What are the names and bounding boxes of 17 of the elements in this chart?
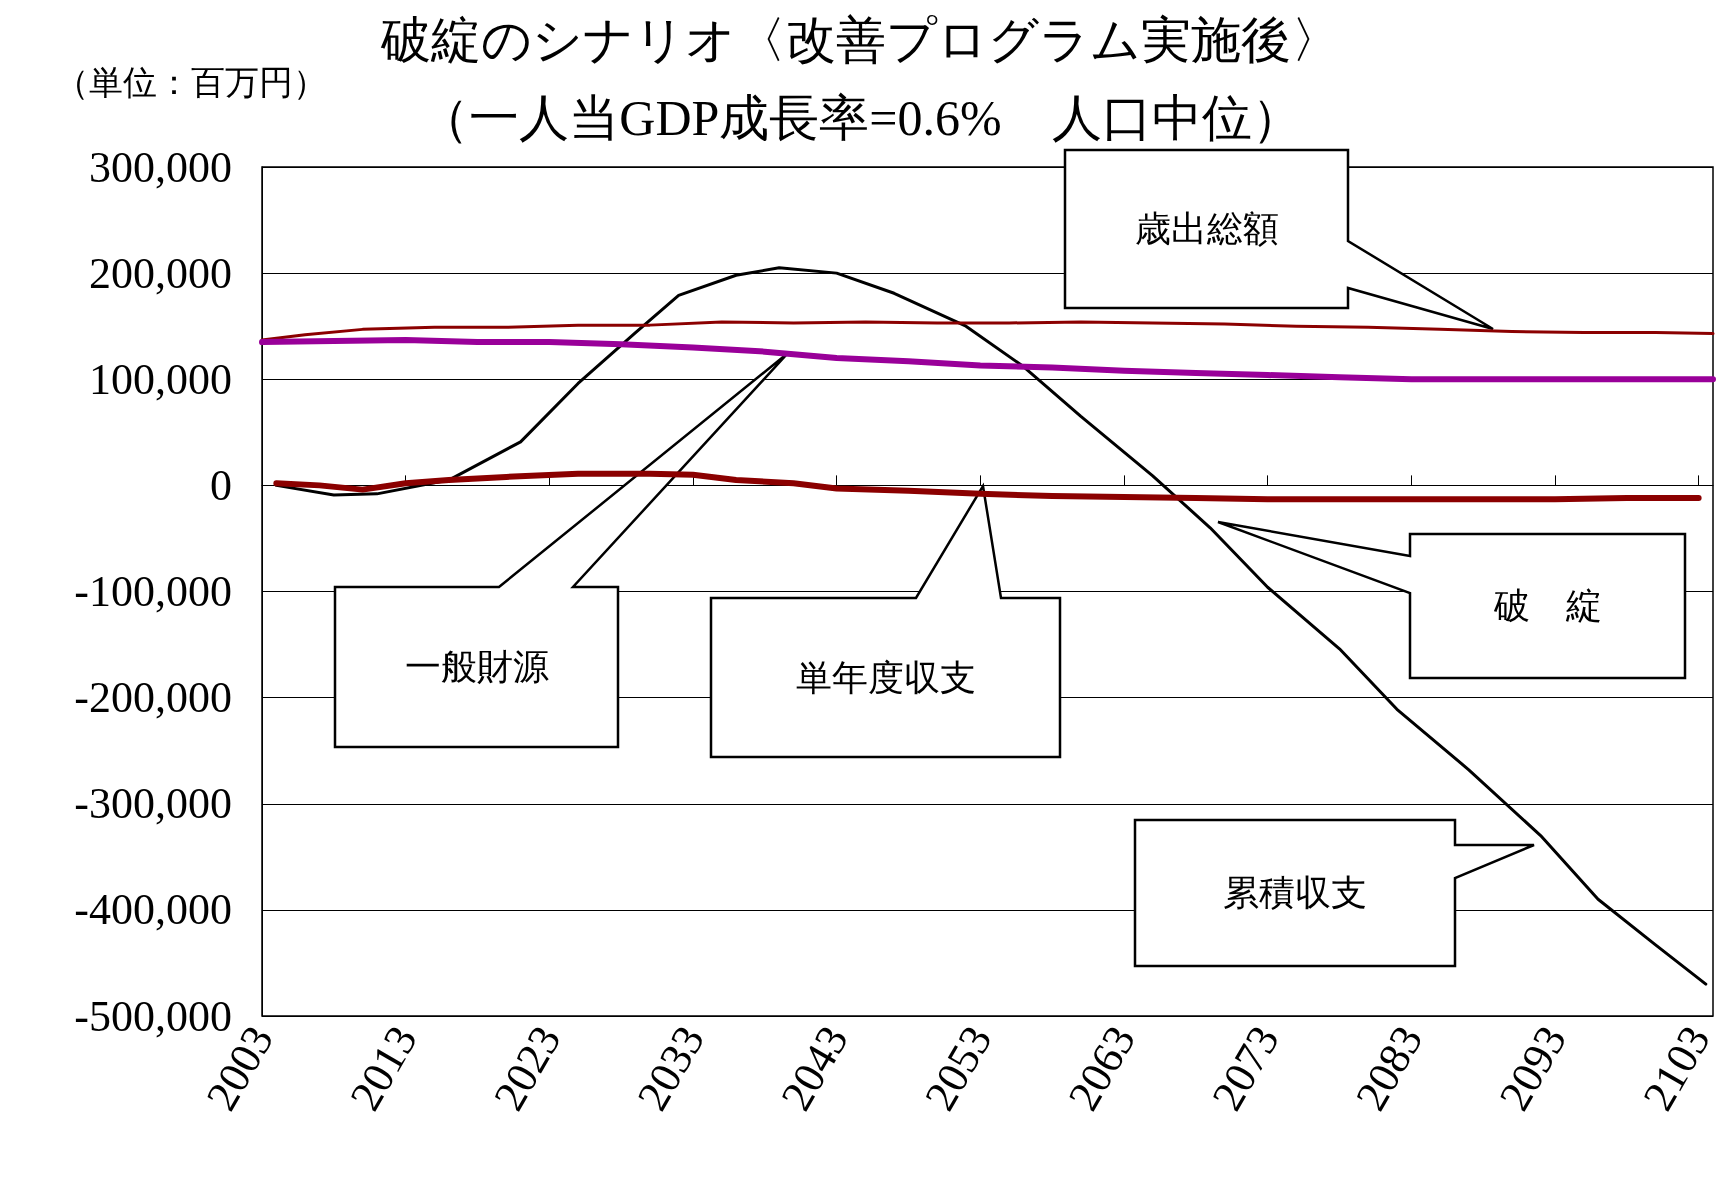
y-tick-label: -400,000 (74, 885, 232, 935)
y-tick-label: 100,000 (89, 354, 232, 404)
y-tick-label: 300,000 (89, 142, 232, 192)
y-tick-label: 0 (210, 460, 232, 510)
chart-title: 破綻のシナリオ〈改善プログラム実施後〉 (379, 12, 1341, 68)
annotation: 破 綻 (1492, 586, 1602, 626)
y-axis-title: （単位：百万円） (55, 63, 327, 101)
y-tick-label: -100,000 (74, 567, 232, 616)
y-tick-label: -300,000 (74, 779, 232, 829)
y-tick-label: -200,000 (74, 673, 232, 723)
y-tick-label: 200,000 (89, 248, 232, 298)
annotation: 累積収支 (1223, 873, 1367, 913)
annotation: 歳出総額 (1134, 209, 1279, 249)
line-series (260, 320, 1715, 342)
annotation: 一般財源 (404, 647, 549, 687)
chart-subtitle: （一人当GDP成長率=0.6% 人口中位） (419, 90, 1302, 146)
annotation: 単年度収支 (795, 657, 976, 698)
